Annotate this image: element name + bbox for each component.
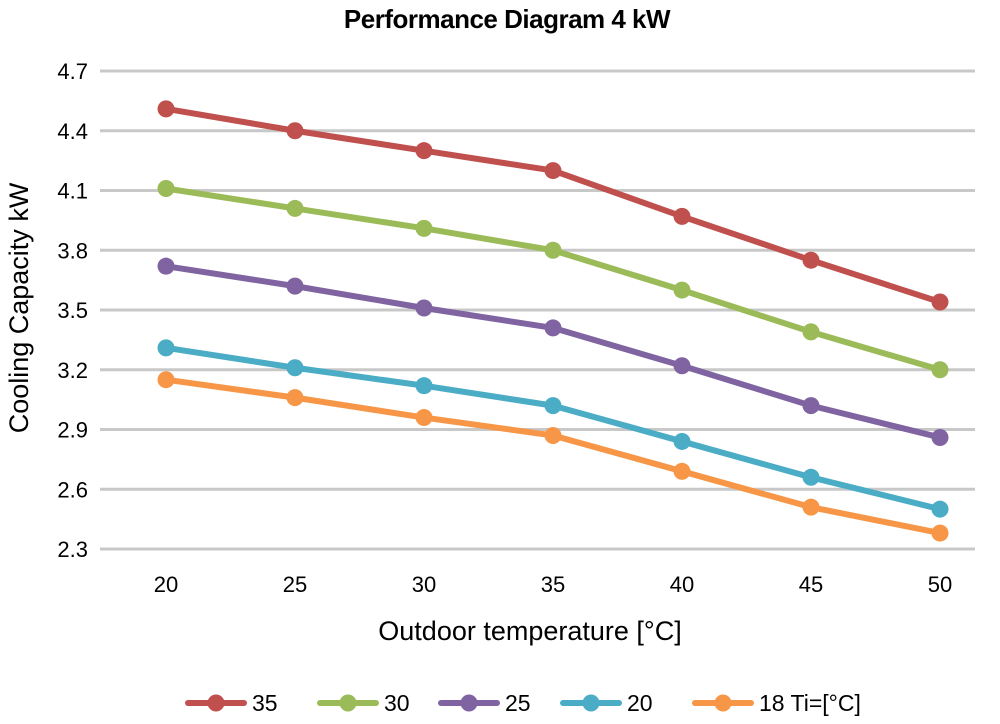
- y-tick-label: 4.7: [57, 59, 88, 84]
- data-point: [415, 142, 433, 160]
- legend-label: 18 Ti=[°C]: [759, 690, 861, 716]
- y-tick-label: 2.3: [57, 537, 88, 562]
- data-point: [286, 277, 304, 295]
- y-tick-label: 3.8: [57, 238, 88, 263]
- data-point: [157, 100, 175, 118]
- x-axis-label: Outdoor temperature [°C]: [378, 616, 681, 646]
- y-tick-label: 2.9: [57, 418, 88, 443]
- data-point: [673, 432, 691, 450]
- x-tick-label: 45: [799, 572, 823, 597]
- series-2: [157, 180, 949, 379]
- data-point: [157, 257, 175, 275]
- data-point: [157, 339, 175, 357]
- y-tick-label: 4.1: [57, 179, 88, 204]
- data-point: [544, 426, 562, 444]
- data-point: [544, 397, 562, 415]
- data-point: [931, 500, 949, 518]
- data-point: [673, 357, 691, 375]
- legend-marker: [339, 694, 357, 712]
- series-4: [157, 339, 949, 518]
- data-point: [673, 462, 691, 480]
- x-tick-label: 50: [928, 572, 952, 597]
- legend-label: 25: [505, 690, 531, 716]
- data-point: [544, 162, 562, 180]
- data-point: [286, 199, 304, 217]
- data-point: [544, 319, 562, 337]
- legend-item: 18 Ti=[°C]: [692, 690, 861, 716]
- series-5: [157, 371, 949, 542]
- legend-marker: [582, 694, 600, 712]
- x-axis-ticks: 20 25 30 35 40 45 50: [154, 572, 952, 597]
- data-point: [286, 122, 304, 140]
- legend-label: 35: [252, 690, 278, 716]
- legend: 35 30 25 20 18 Ti=[°C]: [185, 690, 861, 716]
- series-3: [157, 257, 949, 446]
- data-point: [415, 299, 433, 317]
- data-point: [802, 498, 820, 516]
- data-point: [931, 524, 949, 542]
- legend-item: 30: [317, 690, 410, 716]
- series-group: [157, 100, 949, 542]
- y-tick-label: 2.6: [57, 477, 88, 502]
- data-point: [415, 409, 433, 427]
- legend-marker: [460, 694, 478, 712]
- y-axis-ticks: 2.3 2.6 2.9 3.2 3.5 3.8 4.1 4.4 4.7: [57, 59, 88, 562]
- y-axis-label: Cooling Capacity kW: [4, 182, 34, 433]
- x-tick-label: 30: [412, 572, 436, 597]
- gridlines: [100, 69, 975, 551]
- series-1: [157, 100, 949, 311]
- legend-item: 25: [438, 690, 531, 716]
- data-point: [673, 207, 691, 225]
- y-tick-label: 3.5: [57, 298, 88, 323]
- chart-title: Performance Diagram 4 kW: [344, 4, 671, 34]
- x-tick-label: 25: [283, 572, 307, 597]
- data-point: [931, 293, 949, 311]
- data-point: [802, 323, 820, 341]
- data-point: [286, 359, 304, 377]
- legend-label: 20: [627, 690, 653, 716]
- data-point: [673, 281, 691, 299]
- legend-marker: [207, 694, 225, 712]
- x-tick-label: 20: [154, 572, 178, 597]
- x-tick-label: 35: [541, 572, 565, 597]
- data-point: [286, 389, 304, 407]
- data-point: [415, 377, 433, 395]
- data-point: [931, 361, 949, 379]
- data-point: [802, 468, 820, 486]
- data-point: [802, 397, 820, 415]
- data-point: [157, 371, 175, 389]
- legend-marker: [714, 694, 732, 712]
- legend-label: 30: [384, 690, 410, 716]
- data-point: [931, 428, 949, 446]
- data-point: [802, 251, 820, 269]
- legend-item: 35: [185, 690, 278, 716]
- data-point: [544, 241, 562, 259]
- series-line: [163, 185, 943, 373]
- y-tick-label: 3.2: [57, 358, 88, 383]
- legend-item: 20: [560, 690, 653, 716]
- data-point: [415, 219, 433, 237]
- data-point: [157, 180, 175, 198]
- x-tick-label: 40: [670, 572, 694, 597]
- y-tick-label: 4.4: [57, 119, 88, 144]
